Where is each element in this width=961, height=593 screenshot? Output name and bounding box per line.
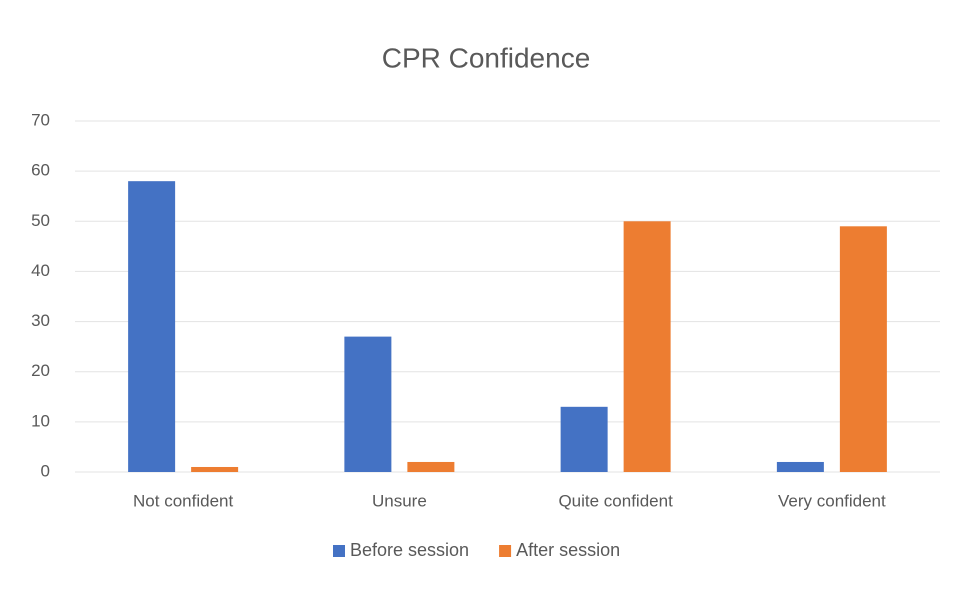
x-tick-label: Unsure: [372, 491, 427, 510]
bar: [407, 461, 455, 472]
y-tick-label: 20: [31, 361, 50, 380]
legend-label: After session: [516, 540, 620, 560]
bar: [839, 226, 887, 472]
y-tick-label: 0: [41, 461, 50, 480]
chart-title: CPR Confidence: [382, 42, 591, 73]
x-tick-label: Very confident: [778, 491, 886, 510]
y-tick-label: 70: [31, 110, 50, 129]
legend-label: Before session: [350, 540, 469, 560]
y-tick-label: 30: [31, 311, 50, 330]
y-tick-label: 50: [31, 211, 50, 230]
bar: [623, 221, 671, 472]
bar: [191, 466, 239, 472]
legend-swatch: [333, 545, 345, 557]
bar: [776, 461, 824, 472]
x-tick-label: Quite confident: [558, 491, 673, 510]
bar: [560, 406, 608, 472]
x-tick-label: Not confident: [133, 491, 233, 510]
bar: [128, 181, 176, 472]
bar: [344, 336, 392, 472]
y-tick-label: 10: [31, 411, 50, 430]
legend-swatch: [499, 545, 512, 557]
y-tick-label: 40: [31, 261, 50, 280]
y-tick-label: 60: [31, 161, 50, 180]
